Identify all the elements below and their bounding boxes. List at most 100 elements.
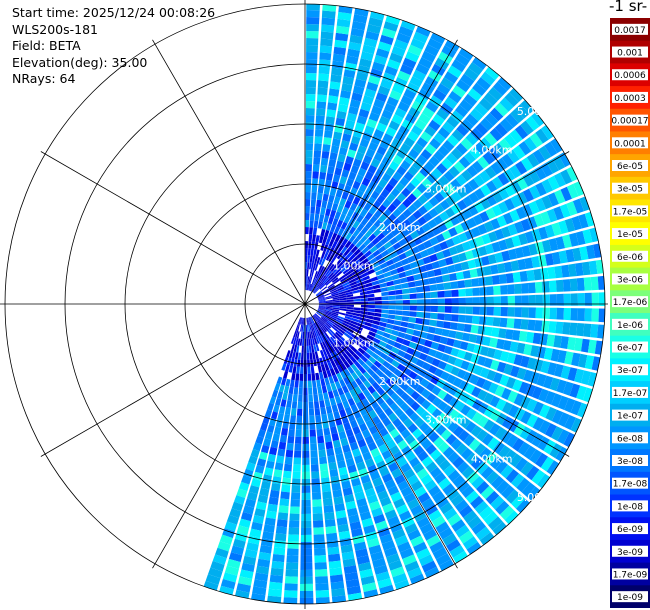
range-gate bbox=[326, 532, 338, 541]
range-gate bbox=[452, 85, 466, 98]
range-gate bbox=[363, 325, 371, 331]
range-gate bbox=[314, 241, 319, 250]
range-gate bbox=[392, 208, 402, 218]
range-gate bbox=[342, 334, 349, 341]
range-gate bbox=[351, 372, 359, 380]
range-gate bbox=[484, 112, 499, 127]
range-gate bbox=[448, 165, 460, 178]
range-gate bbox=[397, 101, 410, 113]
range-gate bbox=[420, 149, 432, 160]
range-gate bbox=[358, 317, 367, 322]
range-gate bbox=[320, 228, 326, 237]
range-gate bbox=[246, 542, 259, 552]
range-gate bbox=[328, 263, 335, 271]
colorbar-label: 1.7e-06 bbox=[613, 298, 648, 308]
range-gate bbox=[269, 489, 280, 499]
range-gate bbox=[275, 397, 282, 406]
range-gate bbox=[388, 143, 399, 154]
range-gate bbox=[466, 165, 478, 178]
range-gate bbox=[256, 458, 267, 467]
range-gate bbox=[388, 120, 400, 131]
range-gate bbox=[312, 387, 318, 395]
range-gate bbox=[490, 475, 505, 490]
range-gate bbox=[312, 513, 323, 521]
range-gate bbox=[558, 220, 569, 234]
range-gate bbox=[244, 498, 256, 508]
range-gate bbox=[373, 316, 381, 322]
range-gate bbox=[342, 352, 350, 361]
range-gate bbox=[333, 411, 341, 420]
range-gate bbox=[311, 241, 315, 249]
range-gate bbox=[363, 202, 372, 212]
range-gate bbox=[582, 229, 593, 244]
range-gate bbox=[309, 352, 313, 360]
range-gate bbox=[395, 247, 405, 256]
range-gate bbox=[437, 343, 446, 353]
range-gate bbox=[321, 334, 326, 342]
range-gate bbox=[517, 441, 531, 456]
range-gate bbox=[316, 101, 327, 110]
range-gate bbox=[376, 194, 386, 204]
range-gate bbox=[248, 455, 258, 465]
range-gate bbox=[410, 535, 425, 547]
range-gate bbox=[510, 195, 522, 208]
range-gate bbox=[343, 248, 351, 256]
range-gate bbox=[350, 27, 365, 38]
range-gate bbox=[560, 336, 569, 349]
range-gate bbox=[346, 306, 354, 310]
range-gate bbox=[473, 174, 485, 187]
range-gate bbox=[363, 154, 373, 165]
ring-label: 4.00km bbox=[471, 452, 513, 465]
range-gate bbox=[343, 451, 353, 460]
range-gate bbox=[369, 327, 378, 334]
range-gate bbox=[337, 387, 345, 396]
range-gate bbox=[471, 226, 481, 238]
range-gate bbox=[439, 336, 448, 345]
range-gate bbox=[377, 578, 393, 589]
range-gate bbox=[416, 311, 424, 318]
range-gate bbox=[421, 82, 435, 94]
range-gate bbox=[437, 401, 448, 412]
range-gate bbox=[456, 187, 468, 199]
range-gate bbox=[308, 283, 312, 291]
range-gate bbox=[454, 223, 465, 234]
range-gate bbox=[401, 187, 411, 198]
range-gate bbox=[305, 234, 309, 242]
range-gate bbox=[423, 189, 434, 200]
range-gate bbox=[246, 491, 258, 501]
range-gate bbox=[314, 555, 327, 563]
range-gate bbox=[509, 164, 522, 179]
range-gate bbox=[388, 462, 399, 473]
range-gate bbox=[442, 417, 454, 428]
range-gate bbox=[382, 503, 395, 514]
range-gate bbox=[376, 273, 385, 280]
range-gate bbox=[378, 411, 388, 421]
range-gate bbox=[319, 266, 325, 274]
range-gate bbox=[348, 234, 356, 243]
range-gate bbox=[371, 372, 380, 382]
range-gate bbox=[449, 322, 458, 331]
range-gate bbox=[318, 308, 325, 312]
range-gate bbox=[323, 186, 331, 195]
range-gate bbox=[305, 213, 310, 221]
range-gate bbox=[489, 127, 503, 142]
range-gate bbox=[509, 209, 520, 222]
range-gate bbox=[321, 325, 328, 333]
range-gate bbox=[462, 270, 471, 279]
range-gate bbox=[447, 513, 462, 527]
range-gate bbox=[358, 183, 368, 193]
range-gate bbox=[301, 506, 311, 514]
range-gate bbox=[526, 486, 541, 501]
range-gate bbox=[306, 331, 308, 339]
range-gate bbox=[425, 355, 435, 364]
range-gate bbox=[435, 275, 444, 284]
range-gate bbox=[483, 511, 498, 526]
range-gate bbox=[474, 102, 489, 117]
range-gate bbox=[307, 283, 310, 291]
range-gate bbox=[380, 317, 388, 323]
range-gate bbox=[307, 262, 310, 270]
range-gate bbox=[397, 331, 406, 339]
range-gate bbox=[463, 324, 472, 333]
range-gate bbox=[368, 112, 380, 122]
range-gate bbox=[388, 559, 403, 571]
